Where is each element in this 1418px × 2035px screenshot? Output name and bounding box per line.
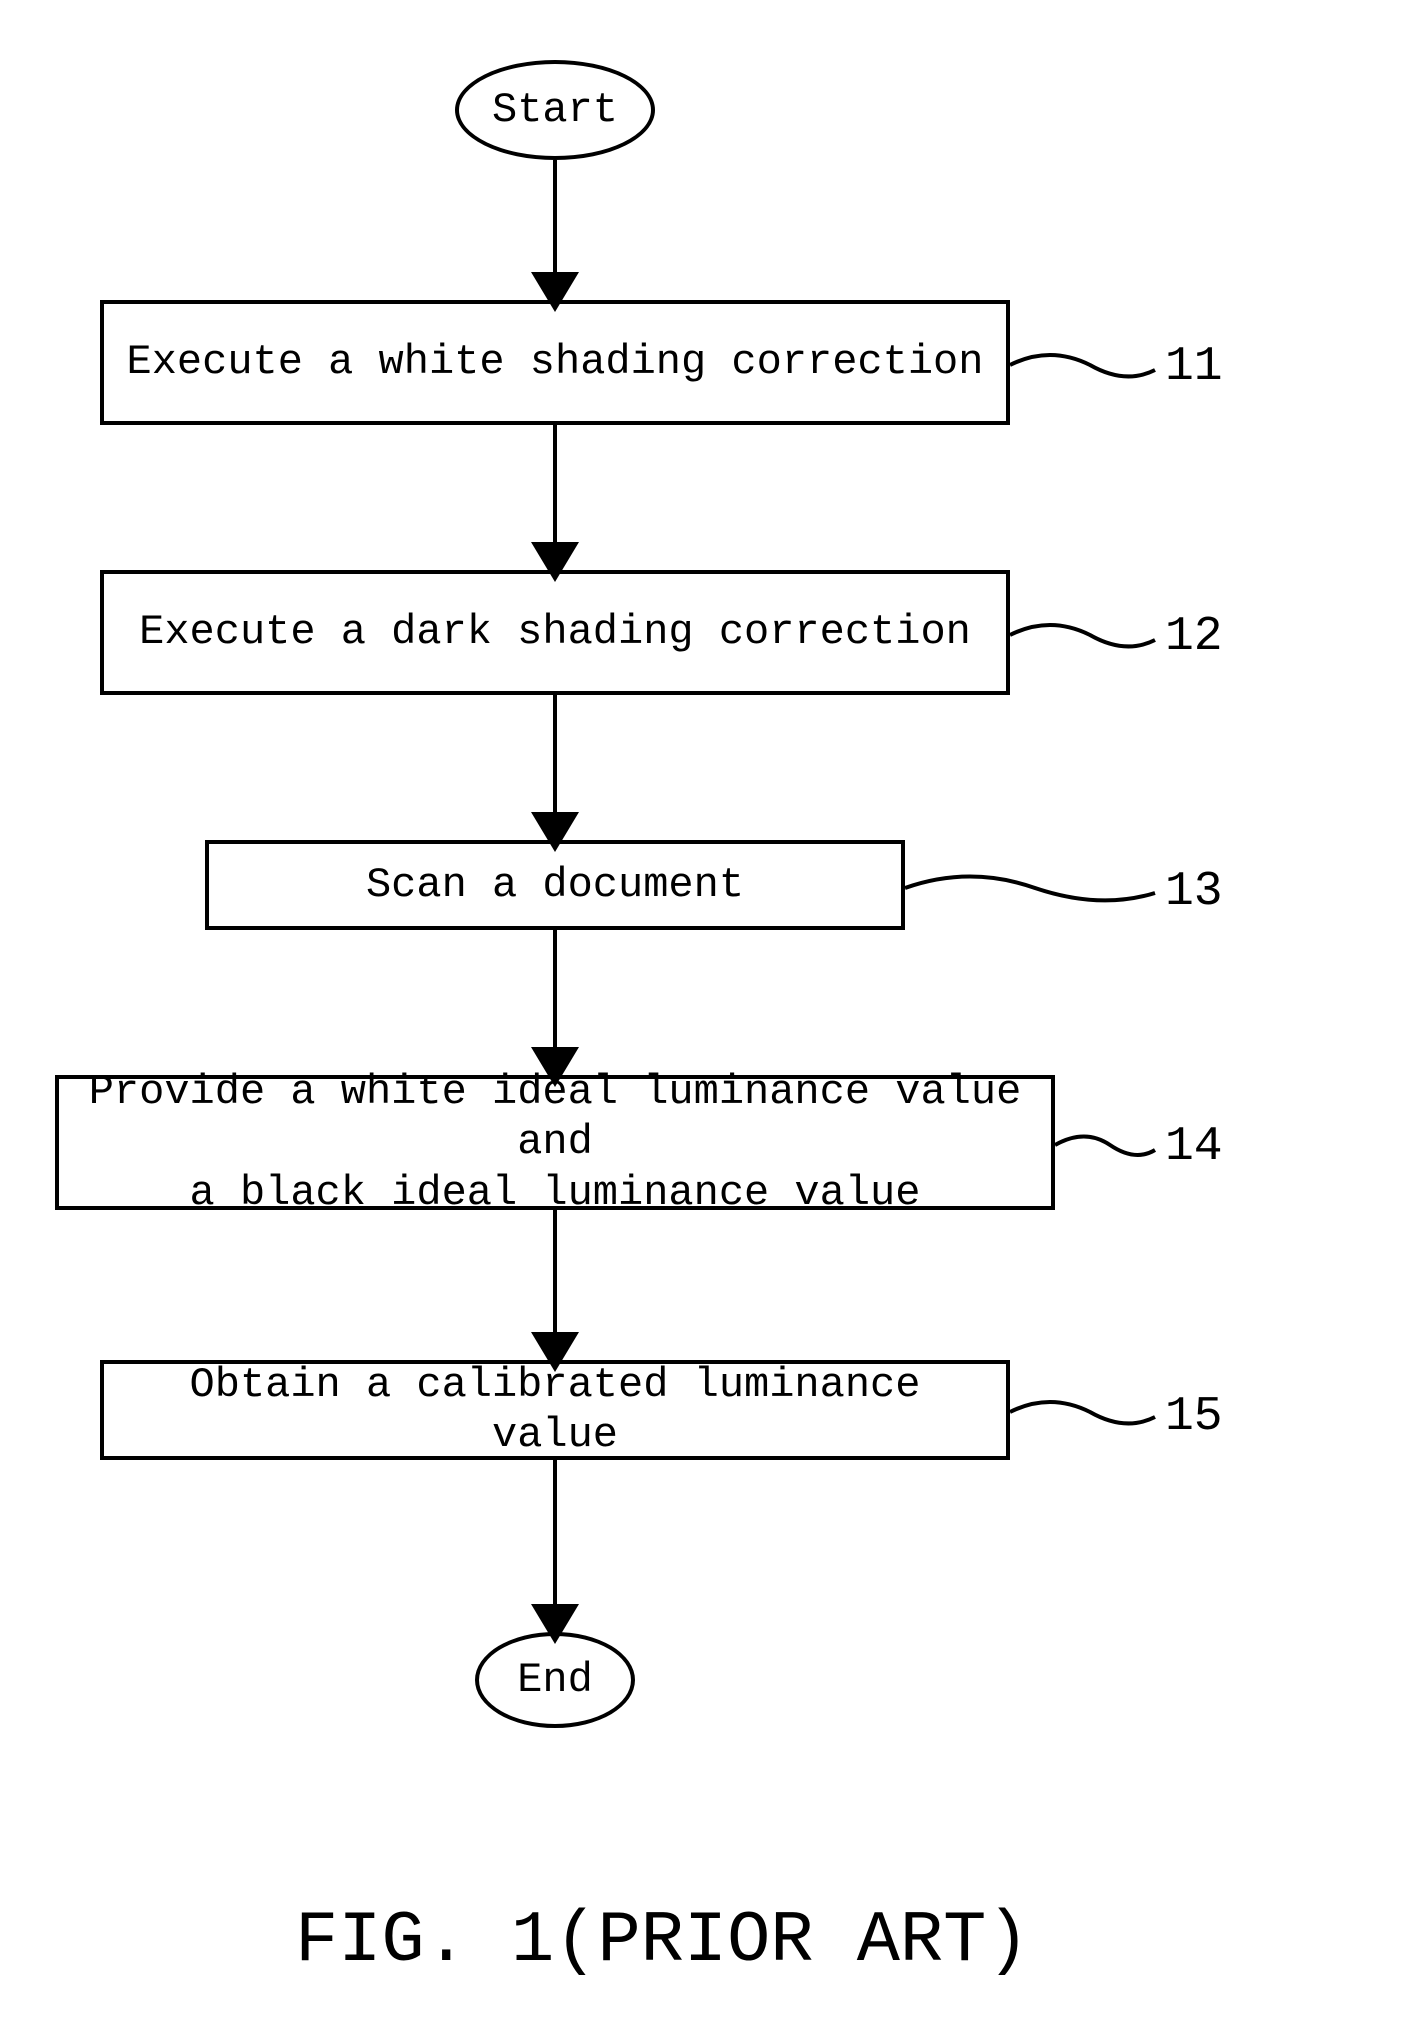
- flowchart-canvas: Start Execute a white shading correction…: [0, 0, 1418, 2035]
- terminal-start-label: Start: [492, 85, 618, 135]
- process-provide-luminance: Provide a white ideal luminance value an…: [55, 1075, 1055, 1210]
- process-scan-label: Scan a document: [366, 860, 744, 910]
- process-white-shading-label: Execute a white shading correction: [127, 337, 984, 387]
- ref-label-15: 15: [1165, 1390, 1223, 1444]
- connector-11: [1010, 355, 1155, 376]
- terminal-end-label: End: [517, 1655, 593, 1705]
- process-dark-shading: Execute a dark shading correction: [100, 570, 1010, 695]
- process-obtain-calibrated-label: Obtain a calibrated luminance value: [124, 1360, 986, 1461]
- connector-12: [1010, 625, 1155, 646]
- process-obtain-calibrated: Obtain a calibrated luminance value: [100, 1360, 1010, 1460]
- connector-15: [1010, 1402, 1155, 1423]
- process-white-shading: Execute a white shading correction: [100, 300, 1010, 425]
- process-scan: Scan a document: [205, 840, 905, 930]
- connector-13: [905, 877, 1155, 901]
- figure-caption: FIG. 1(PRIOR ART): [295, 1900, 1030, 1982]
- ref-label-13: 13: [1165, 865, 1223, 919]
- terminal-start: Start: [455, 60, 655, 160]
- ref-label-14: 14: [1165, 1120, 1223, 1174]
- ref-label-11: 11: [1165, 340, 1223, 394]
- connector-14: [1055, 1137, 1155, 1155]
- terminal-end: End: [475, 1632, 635, 1728]
- process-dark-shading-label: Execute a dark shading correction: [139, 607, 971, 657]
- ref-label-12: 12: [1165, 610, 1223, 664]
- process-provide-luminance-label: Provide a white ideal luminance value an…: [79, 1067, 1031, 1218]
